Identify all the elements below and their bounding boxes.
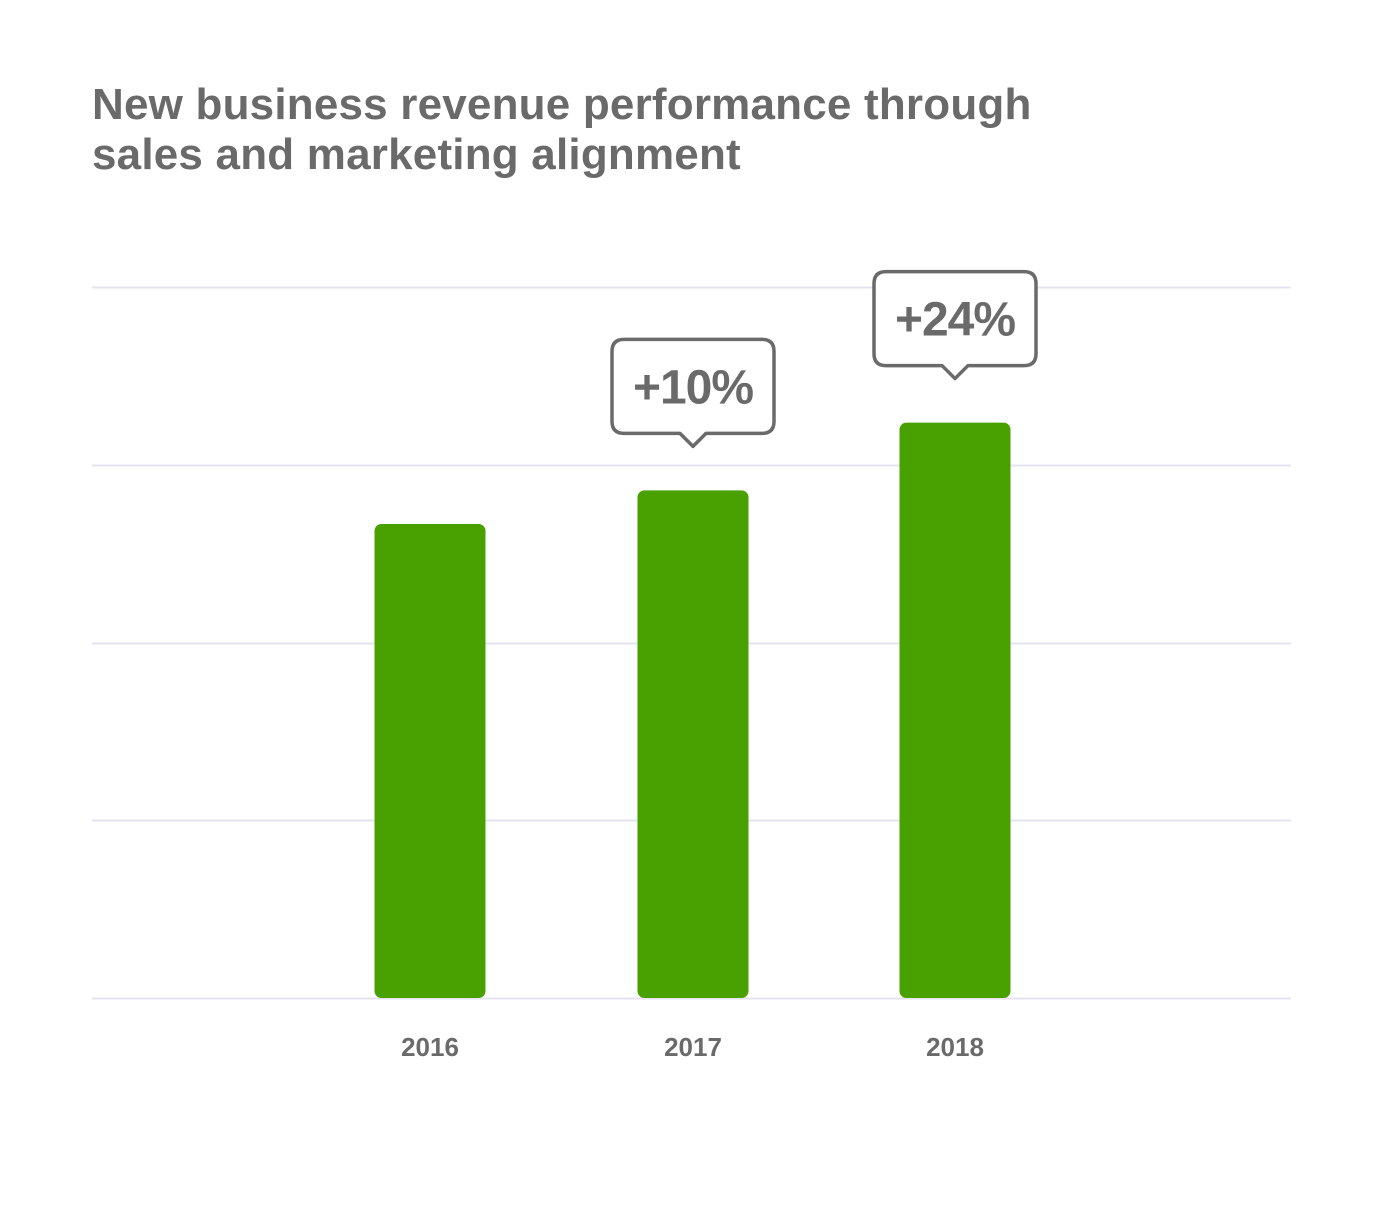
x-tick-label-2016: 2016 [401, 1032, 459, 1062]
bar-2016 [374, 524, 486, 998]
chart-title-line-1: New business revenue performance through [92, 80, 1032, 129]
chart-title: New business revenue performance through… [92, 80, 1192, 180]
callout-2017 [610, 337, 776, 449]
bar-2018 [899, 422, 1011, 999]
callouts: +10% +24% [610, 269, 1038, 449]
callout-label-2018: +24% [895, 294, 1015, 347]
bars [374, 422, 1011, 999]
x-axis-labels: 2016 2017 2018 [401, 1032, 984, 1062]
callout-label-2017: +10% [633, 361, 753, 414]
x-tick-label-2018: 2018 [926, 1032, 984, 1062]
bar-2017 [637, 490, 749, 998]
x-tick-label-2017: 2017 [664, 1032, 722, 1062]
chart-title-line-2: sales and marketing alignment [92, 130, 741, 179]
callout-2018 [872, 269, 1038, 381]
